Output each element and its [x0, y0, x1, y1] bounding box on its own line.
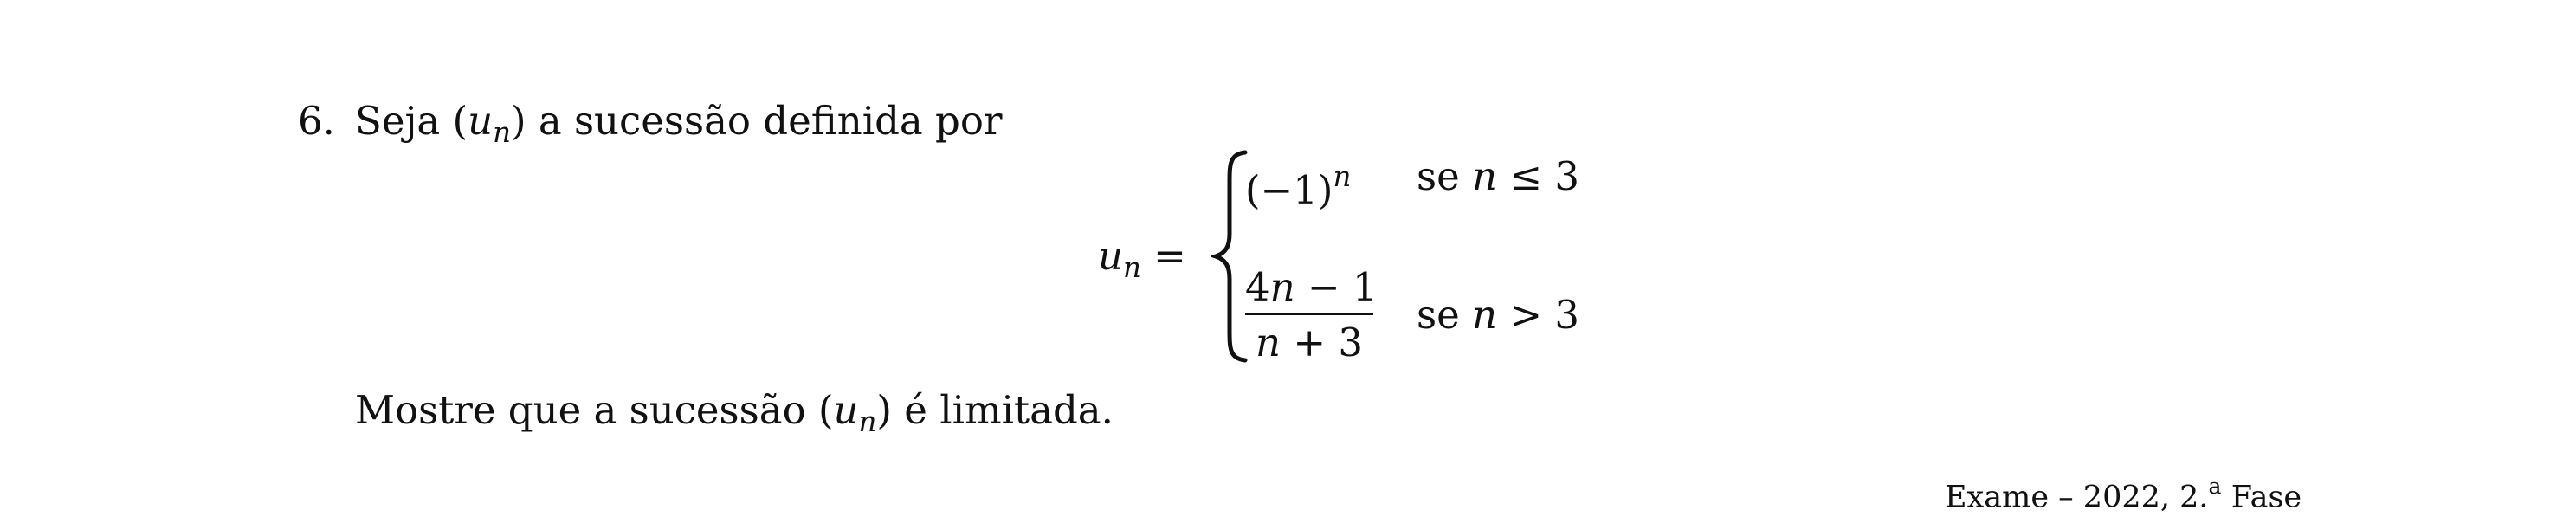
intro-text: Seja — [355, 98, 453, 144]
case2-fraction: 4n − 1 n + 3 — [1245, 263, 1378, 367]
paren-close: ) — [510, 98, 526, 144]
case2-cond-word: se — [1417, 292, 1473, 338]
task-text: Mostre que a sucessão — [355, 387, 818, 433]
task-sequence-var: u — [833, 387, 859, 433]
task-statement: Mostre que a sucessão (un) é limitada. — [355, 386, 1114, 446]
source-text-end: Fase — [2221, 480, 2302, 515]
case1-exponent: n — [1333, 160, 1352, 193]
lhs-variable: u — [1098, 233, 1123, 279]
piecewise-brace — [1211, 150, 1248, 363]
equals-sign: = — [1140, 233, 1186, 279]
intro-text-end: a sucessão definida por — [526, 98, 1003, 144]
paren-open: ( — [452, 98, 468, 144]
fraction-numerator: 4n − 1 — [1245, 263, 1378, 312]
task-paren-close: ) — [876, 387, 892, 433]
fraction-bar — [1245, 313, 1373, 315]
numerator-var: n — [1269, 264, 1295, 310]
numerator-rest: − 1 — [1294, 264, 1378, 310]
numerator-coef: 4 — [1245, 264, 1270, 310]
source-text: Exame – 2022, 2. — [1945, 480, 2209, 515]
denominator-rest: + 3 — [1281, 320, 1363, 365]
case2-condition: se n > 3 — [1417, 291, 1579, 339]
case1-expression: (−1)n — [1245, 152, 1351, 215]
fraction-denominator: n + 3 — [1245, 319, 1373, 367]
case1-cond-rest: ≤ 3 — [1497, 153, 1579, 199]
exam-source: Exame – 2022, 2.a Fase — [1945, 468, 2302, 517]
problem-number: 6. — [298, 98, 335, 144]
case1-condition: se n ≤ 3 — [1417, 152, 1579, 201]
case2-cond-var: n — [1472, 292, 1498, 338]
problem-statement: Seja (un) a sucessão definida por — [355, 97, 1002, 157]
task-sequence-sub: n — [858, 405, 877, 439]
equation-lhs: un = — [1098, 232, 1186, 292]
case1-cond-word: se — [1417, 153, 1473, 199]
sequence-variable: u — [468, 98, 494, 144]
task-text-end: é limitada. — [891, 387, 1114, 433]
case1-base: (−1) — [1245, 167, 1333, 214]
cropped-header-text: · · · — [2106, 0, 2165, 11]
denominator-var: n — [1256, 320, 1282, 365]
task-paren-open: ( — [817, 387, 834, 433]
source-ordinal: a — [2208, 474, 2222, 499]
sequence-subscript: n — [493, 116, 511, 150]
lhs-subscript: n — [1122, 251, 1141, 285]
case2-cond-rest: > 3 — [1497, 292, 1579, 338]
case1-cond-var: n — [1472, 153, 1498, 199]
